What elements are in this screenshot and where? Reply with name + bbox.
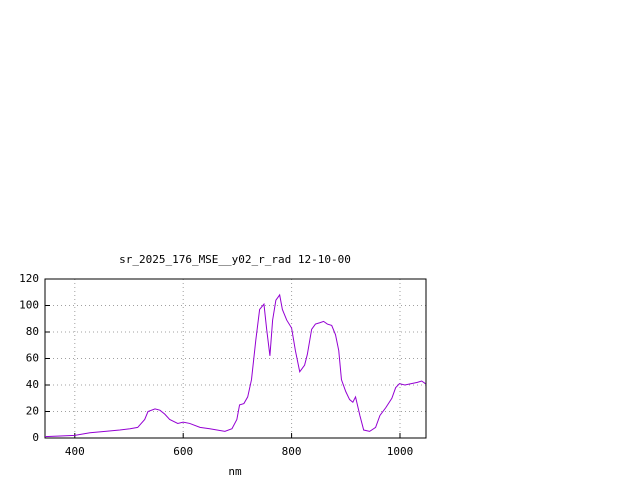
- y-tick-label: 80: [26, 325, 39, 338]
- x-axis-label: nm: [228, 465, 242, 478]
- y-tick-label: 20: [26, 405, 39, 418]
- y-tick-label: 120: [19, 272, 39, 285]
- y-tick-label: 40: [26, 378, 39, 391]
- x-tick-label: 600: [173, 445, 193, 458]
- y-tick-label: 100: [19, 299, 39, 312]
- data-line: [44, 293, 426, 438]
- y-tick-label: 0: [32, 431, 39, 444]
- x-tick-label: 400: [65, 445, 85, 458]
- plot-frame: [44, 278, 427, 439]
- chart-title: sr_2025_176_MSE__y02_r_rad 12-10-00: [119, 253, 351, 266]
- x-tick-label: 800: [282, 445, 302, 458]
- x-tick-label: 1000: [387, 445, 414, 458]
- y-tick-label: 60: [26, 352, 39, 365]
